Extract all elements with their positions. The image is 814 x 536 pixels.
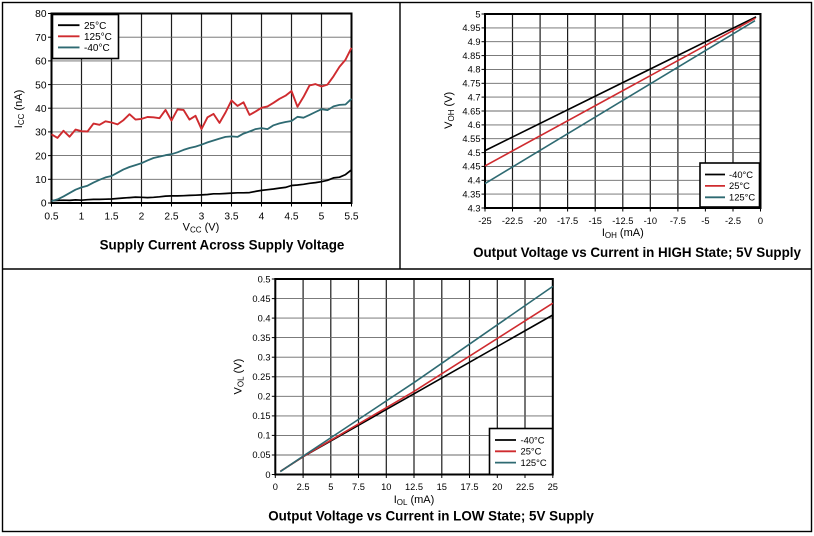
svg-text:125°C: 125°C [84,32,112,43]
svg-text:7.5: 7.5 [352,482,365,492]
svg-text:-5: -5 [701,216,709,226]
svg-text:80: 80 [35,9,47,20]
svg-text:2: 2 [139,212,145,223]
svg-text:25°C: 25°C [84,21,106,32]
svg-text:-40°C: -40°C [84,43,110,54]
svg-text:2.5: 2.5 [164,212,178,223]
svg-text:0.05: 0.05 [252,450,270,460]
svg-text:3.5: 3.5 [224,212,238,223]
svg-text:4.4: 4.4 [468,176,481,186]
svg-text:VOH (V): VOH (V) [443,92,456,129]
svg-text:50: 50 [35,80,47,91]
svg-text:10: 10 [381,482,391,492]
svg-text:0.5: 0.5 [44,212,58,223]
svg-text:30: 30 [35,128,47,139]
svg-text:Output Voltage vs Current in L: Output Voltage vs Current in LOW State; … [268,509,594,524]
svg-text:4.6: 4.6 [468,120,481,130]
svg-text:40: 40 [35,104,47,115]
svg-text:4.5: 4.5 [284,212,298,223]
svg-text:ICC (nA): ICC (nA) [13,90,26,128]
svg-text:22.5: 22.5 [516,482,534,492]
svg-text:125°C: 125°C [729,192,755,203]
svg-text:5.5: 5.5 [344,212,358,223]
svg-text:70: 70 [35,33,47,44]
svg-text:1.5: 1.5 [104,212,118,223]
svg-text:4: 4 [259,212,265,223]
svg-text:0: 0 [273,482,278,492]
svg-text:0: 0 [41,199,47,210]
svg-text:60: 60 [35,57,47,68]
svg-text:-15: -15 [588,216,601,226]
svg-text:-40°C: -40°C [521,434,545,445]
svg-text:0.1: 0.1 [258,431,271,441]
svg-text:-2.5: -2.5 [725,216,741,226]
svg-text:-17.5: -17.5 [557,216,578,226]
svg-text:4.35: 4.35 [462,189,480,199]
svg-text:4.45: 4.45 [462,162,480,172]
svg-text:0: 0 [265,470,270,480]
svg-text:125°C: 125°C [521,457,547,468]
svg-text:Supply Current Across Supply V: Supply Current Across Supply Voltage [100,238,345,253]
svg-text:0: 0 [758,216,763,226]
svg-text:-7.5: -7.5 [670,216,686,226]
svg-text:3: 3 [199,212,205,223]
svg-text:25°C: 25°C [521,446,542,457]
svg-text:0.25: 0.25 [252,372,270,382]
svg-text:5: 5 [328,482,333,492]
svg-text:4.3: 4.3 [468,203,481,213]
svg-text:20: 20 [492,482,502,492]
svg-text:4.9: 4.9 [468,37,481,47]
svg-text:IOL (mA): IOL (mA) [394,494,435,507]
svg-text:4.75: 4.75 [462,79,480,89]
svg-text:4.65: 4.65 [462,106,480,116]
svg-text:0.15: 0.15 [252,411,270,421]
svg-text:IOH (mA): IOH (mA) [602,227,644,240]
svg-text:4.95: 4.95 [462,23,480,33]
svg-text:20: 20 [35,151,47,162]
svg-text:4.7: 4.7 [468,92,481,102]
svg-text:0.45: 0.45 [252,294,270,304]
svg-text:5: 5 [319,212,325,223]
svg-text:0.2: 0.2 [258,392,271,402]
svg-text:25: 25 [548,482,558,492]
svg-text:10: 10 [35,175,47,186]
svg-text:2.5: 2.5 [297,482,310,492]
svg-text:25°C: 25°C [729,180,750,191]
svg-text:4.85: 4.85 [462,51,480,61]
svg-text:-25: -25 [478,216,491,226]
svg-text:12.5: 12.5 [405,482,423,492]
svg-text:VOL (V): VOL (V) [233,359,246,395]
svg-text:VCC (V): VCC (V) [183,222,220,235]
svg-text:17.5: 17.5 [460,482,478,492]
svg-text:15: 15 [437,482,447,492]
svg-text:5: 5 [475,9,480,19]
svg-text:0.4: 0.4 [258,313,271,323]
svg-text:0.5: 0.5 [258,274,271,284]
svg-text:-12.5: -12.5 [612,216,633,226]
svg-text:4.5: 4.5 [468,148,481,158]
svg-text:1: 1 [79,212,85,223]
svg-text:0.3: 0.3 [258,353,271,363]
svg-text:-10: -10 [644,216,657,226]
svg-text:0.35: 0.35 [252,333,270,343]
svg-text:-20: -20 [533,216,546,226]
svg-text:Output Voltage vs Current in H: Output Voltage vs Current in HIGH State;… [473,245,801,260]
svg-text:-40°C: -40°C [729,169,753,180]
svg-text:-22.5: -22.5 [502,216,523,226]
svg-text:4.55: 4.55 [462,134,480,144]
svg-text:4.8: 4.8 [468,65,481,75]
